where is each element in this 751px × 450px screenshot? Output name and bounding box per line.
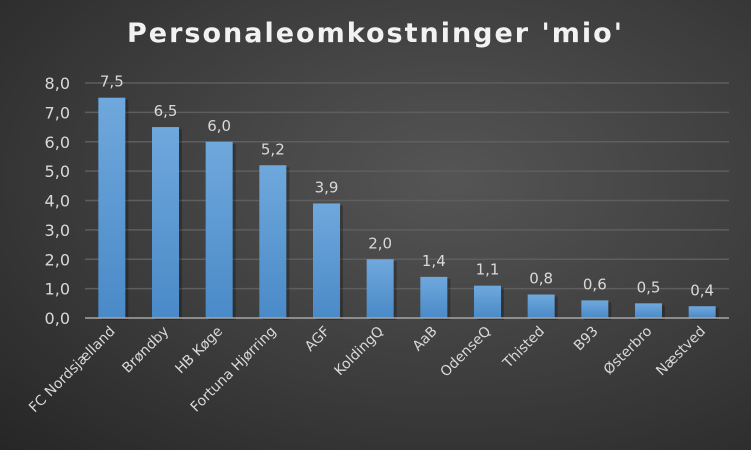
data-label: 0,5	[637, 278, 661, 296]
bar	[420, 276, 448, 318]
y-tick-label: 5,0	[45, 162, 70, 181]
bar	[259, 165, 287, 318]
bar	[205, 141, 233, 318]
data-label: 6,0	[207, 117, 231, 135]
y-tick-label: 0,0	[45, 309, 70, 328]
x-tick-label: OdenseQ	[438, 324, 495, 381]
data-label: 6,5	[154, 102, 178, 120]
x-tick-label: HB Køge	[172, 324, 226, 378]
data-label: 1,1	[476, 261, 500, 279]
y-tick-label: 4,0	[45, 192, 70, 211]
bar	[152, 127, 179, 318]
y-tick-label: 8,0	[45, 74, 70, 93]
x-tick-label: Næstved	[653, 324, 709, 380]
data-label: 1,4	[422, 252, 446, 270]
bar	[635, 303, 662, 318]
x-tick-label: AGF	[302, 324, 333, 355]
bar	[688, 306, 716, 318]
y-tick-label: 6,0	[45, 133, 70, 152]
data-label: 0,4	[690, 281, 714, 299]
y-tick-label: 7,0	[45, 103, 70, 122]
data-label: 7,5	[100, 73, 124, 91]
chart-title: Personaleomkostninger 'mio'	[126, 18, 624, 49]
bar	[313, 203, 340, 318]
bar	[474, 285, 501, 318]
data-label: 5,2	[261, 140, 285, 158]
bar	[98, 97, 126, 318]
data-label: 2,0	[368, 234, 392, 252]
data-label: 0,8	[529, 270, 553, 288]
y-tick-label: 2,0	[45, 250, 70, 269]
x-tick-label: Thisted	[499, 324, 548, 373]
x-tick-label: Østerbro	[601, 324, 656, 379]
x-tick-label: FC Nordsjælland	[26, 324, 118, 416]
data-label: 0,6	[583, 275, 607, 293]
y-tick-label: 3,0	[45, 221, 70, 240]
x-tick-label: B93	[571, 324, 602, 355]
x-tick-label: KoldingQ	[331, 324, 387, 380]
x-tick-label: Brøndby	[119, 324, 172, 377]
x-tick-label: AaB	[410, 324, 441, 355]
bar	[527, 294, 555, 318]
y-tick-label: 1,0	[45, 280, 70, 299]
bar	[581, 300, 609, 318]
bar	[366, 259, 394, 318]
data-label: 3,9	[315, 178, 339, 196]
